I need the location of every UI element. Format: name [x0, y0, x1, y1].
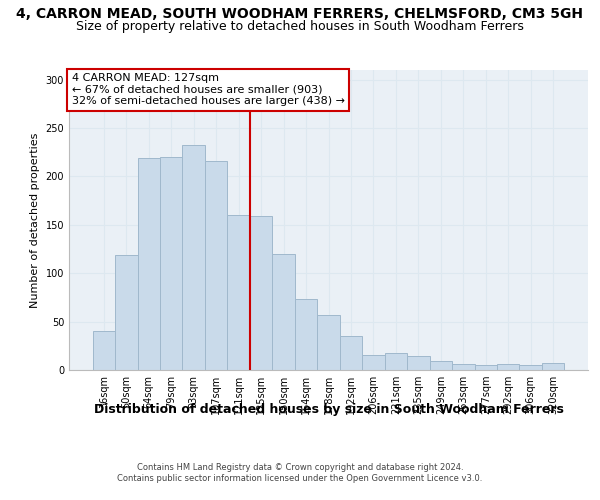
Text: 4 CARRON MEAD: 127sqm
← 67% of detached houses are smaller (903)
32% of semi-det: 4 CARRON MEAD: 127sqm ← 67% of detached …	[71, 73, 344, 106]
Bar	[182, 144, 205, 370]
Bar	[250, 216, 272, 370]
Text: Contains public sector information licensed under the Open Government Licence v3: Contains public sector information licen…	[118, 474, 482, 483]
Bar	[475, 365, 497, 370]
Bar	[497, 364, 520, 370]
Bar	[542, 363, 565, 370]
Bar	[362, 356, 385, 370]
Bar	[137, 158, 160, 370]
Text: Distribution of detached houses by size in South Woodham Ferrers: Distribution of detached houses by size …	[94, 402, 564, 415]
Bar	[272, 254, 295, 370]
Text: 4, CARRON MEAD, SOUTH WOODHAM FERRERS, CHELMSFORD, CM3 5GH: 4, CARRON MEAD, SOUTH WOODHAM FERRERS, C…	[17, 8, 583, 22]
Bar	[317, 315, 340, 370]
Bar	[227, 215, 250, 370]
Bar	[340, 336, 362, 370]
Bar	[520, 365, 542, 370]
Text: Contains HM Land Registry data © Crown copyright and database right 2024.: Contains HM Land Registry data © Crown c…	[137, 462, 463, 471]
Bar	[115, 255, 137, 370]
Bar	[385, 352, 407, 370]
Y-axis label: Number of detached properties: Number of detached properties	[30, 132, 40, 308]
Bar	[407, 356, 430, 370]
Bar	[295, 300, 317, 370]
Bar	[160, 157, 182, 370]
Bar	[92, 332, 115, 370]
Bar	[452, 364, 475, 370]
Bar	[205, 161, 227, 370]
Bar	[430, 362, 452, 370]
Text: Size of property relative to detached houses in South Woodham Ferrers: Size of property relative to detached ho…	[76, 20, 524, 33]
